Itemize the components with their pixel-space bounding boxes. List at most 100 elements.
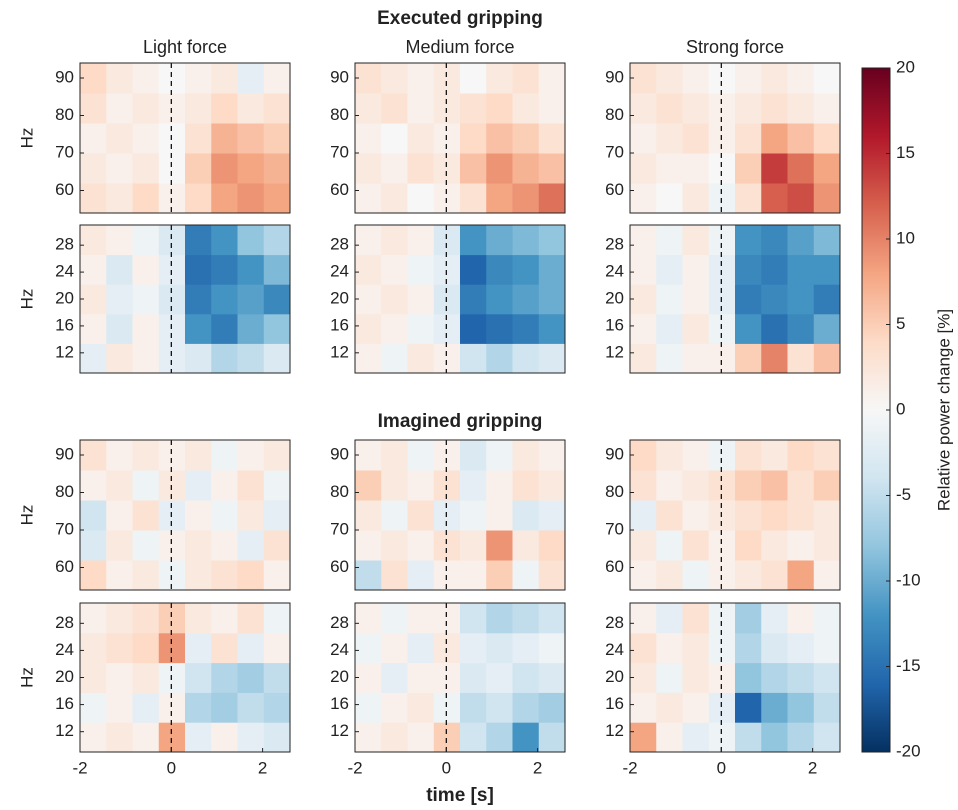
heatmap-cell [80, 153, 107, 184]
heatmap-cell [512, 500, 540, 531]
heatmap-cell [761, 692, 788, 723]
heatmap-cell [355, 603, 382, 634]
heatmap-cell [761, 632, 788, 664]
heatmap-cell [433, 603, 461, 634]
heatmap-cell [132, 284, 160, 315]
heatmap-cell [211, 63, 238, 94]
heatmap-cell [656, 470, 683, 501]
heatmap-cell [538, 254, 566, 285]
heatmap-cell [512, 560, 540, 591]
heatmap-cell [460, 662, 487, 693]
heatmap-cell [80, 313, 107, 344]
heatmap-cell [355, 560, 382, 591]
y-tick-label: 20 [330, 667, 349, 686]
heatmap-cell [761, 530, 788, 561]
heatmap-cell [263, 153, 291, 184]
heatmap-cell [132, 530, 160, 561]
heatmap-cell [682, 662, 710, 693]
heatmap-cell [211, 225, 238, 256]
heatmap-cell [211, 692, 238, 723]
heatmap-cell [460, 343, 487, 374]
panel-title: Light force [143, 37, 227, 57]
heatmap-cell [656, 722, 683, 753]
heatmap-cell [237, 470, 265, 501]
heatmap-cell [185, 662, 212, 693]
heatmap-cell [237, 93, 265, 124]
heatmap-cell [433, 560, 461, 591]
heatmap-cell [630, 440, 657, 471]
heatmap-cell [512, 530, 540, 561]
heatmap-cell [237, 153, 265, 184]
heatmap-cell [407, 123, 435, 154]
heatmap-cell [237, 440, 265, 471]
heatmap-cell [355, 183, 382, 214]
heatmap-cell [211, 662, 238, 693]
heatmap-cell [433, 500, 461, 531]
heatmap-cell [512, 123, 540, 154]
heatmap-cell [433, 722, 461, 753]
heatmap-cell [211, 470, 238, 501]
heatmap-cell [237, 254, 265, 285]
heatmap-cell [158, 560, 186, 591]
heatmap-cell [106, 530, 133, 561]
heatmap-cell [512, 153, 540, 184]
heatmap-cell [158, 343, 186, 374]
heatmap-cell [185, 63, 212, 94]
heatmap-cell [381, 662, 408, 693]
heatmap-cell [813, 603, 841, 634]
heatmap-cell [263, 560, 291, 591]
heatmap-cell [813, 343, 841, 374]
heatmap-cell [735, 183, 762, 214]
heatmap-cell [787, 183, 815, 214]
heatmap-cell [355, 632, 382, 664]
heatmap-cell [211, 603, 238, 634]
heatmap-cell [106, 722, 133, 753]
heatmap-cell [355, 225, 382, 256]
heatmap-cell [158, 632, 186, 664]
y-tick-label: 20 [55, 288, 74, 307]
heatmap-cell [538, 123, 566, 154]
heatmap-cell [106, 284, 133, 315]
heatmap-cell [80, 123, 107, 154]
heatmap-cell [132, 603, 160, 634]
heatmap-cell [682, 284, 710, 315]
heatmap-cell [708, 225, 736, 256]
heatmap-cell [735, 153, 762, 184]
heatmap-cell [237, 225, 265, 256]
axes-box [79, 62, 291, 214]
heatmap-cell [460, 93, 487, 124]
heatmap-cell [132, 93, 160, 124]
colorbar-tick-label: -10 [896, 570, 921, 589]
heatmap-cell [787, 692, 815, 723]
heatmap-cell [106, 313, 133, 344]
y-tick-label: 28 [330, 235, 349, 254]
heatmap-cell [158, 313, 186, 344]
y-tick-label: 90 [605, 444, 624, 463]
heatmap-cell [512, 254, 540, 285]
heatmap-cell [787, 440, 815, 471]
heatmap-cell [433, 63, 461, 94]
heatmap-cell [813, 284, 841, 315]
heatmap-cell [158, 123, 186, 154]
heatmap-cell [656, 63, 683, 94]
heatmap-cell [813, 254, 841, 285]
heatmap-cell [407, 225, 435, 256]
heatmap-cell [381, 603, 408, 634]
heatmap-cell [787, 560, 815, 591]
heatmap-cell [460, 153, 487, 184]
colorbar-tick-label: 20 [896, 57, 915, 76]
heatmap-cell [158, 500, 186, 531]
y-tick-label: 24 [330, 262, 349, 281]
heatmap-cell [735, 662, 762, 693]
section-title: Imagined gripping [378, 411, 543, 432]
heatmap-cell [787, 284, 815, 315]
y-tick-label: 12 [605, 342, 624, 361]
heatmap-cell [158, 662, 186, 693]
y-tick-label: 70 [55, 142, 74, 161]
heatmap-cell [486, 722, 513, 753]
heatmap-cell [237, 530, 265, 561]
heatmap-cell [132, 63, 160, 94]
heatmap-cell [761, 722, 788, 753]
heatmap-cell [185, 632, 212, 664]
heatmap-cell [787, 470, 815, 501]
